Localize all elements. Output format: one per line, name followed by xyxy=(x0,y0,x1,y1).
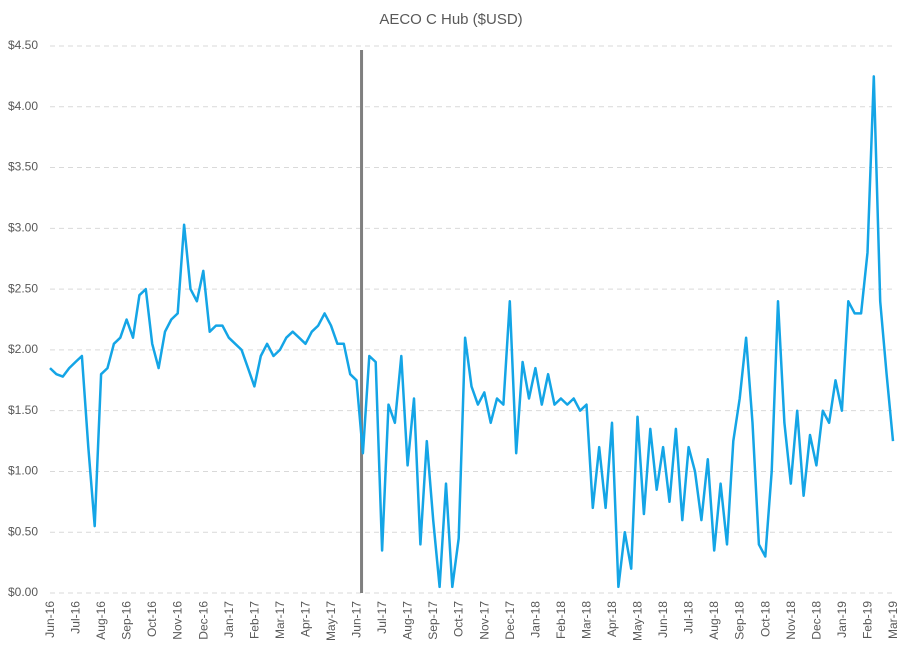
x-tick-label: Dec-18 xyxy=(809,601,823,640)
x-tick-label: Apr-18 xyxy=(605,601,619,637)
y-tick-label: $3.50 xyxy=(8,160,38,174)
y-tick-label: $1.00 xyxy=(8,464,38,478)
y-tick-label: $4.00 xyxy=(8,99,38,113)
x-tick-label: Jul-16 xyxy=(69,601,83,634)
y-tick-label: $0.00 xyxy=(8,585,38,599)
x-tick-label: Nov-17 xyxy=(477,601,491,640)
x-tick-label: May-17 xyxy=(324,601,338,641)
x-tick-label: Feb-19 xyxy=(860,601,874,639)
x-tick-label: Jun-16 xyxy=(43,601,57,638)
x-tick-label: Jul-17 xyxy=(375,601,389,634)
y-tick-label: $3.00 xyxy=(8,221,38,235)
x-tick-label: Jul-18 xyxy=(682,601,696,634)
x-tick-label: Dec-16 xyxy=(196,601,210,640)
x-tick-label: Mar-17 xyxy=(273,601,287,639)
y-tick-label: $2.00 xyxy=(8,342,38,356)
x-tick-label: Aug-17 xyxy=(401,601,415,640)
x-tick-label: Mar-19 xyxy=(886,601,900,639)
x-tick-label: Feb-18 xyxy=(554,601,568,639)
y-tick-label: $0.50 xyxy=(8,524,38,538)
x-tick-label: Nov-18 xyxy=(784,601,798,640)
x-tick-label: Oct-16 xyxy=(145,601,159,637)
x-tick-label: Aug-16 xyxy=(94,601,108,640)
y-tick-label: $4.50 xyxy=(8,38,38,52)
x-tick-label: Aug-18 xyxy=(707,601,721,640)
x-tick-label: Oct-18 xyxy=(758,601,772,637)
y-tick-label: $1.50 xyxy=(8,403,38,417)
x-tick-label: May-18 xyxy=(631,601,645,641)
x-tick-label: Feb-17 xyxy=(247,601,261,639)
chart-title: AECO C Hub ($USD) xyxy=(379,11,522,28)
x-tick-label: Jun-17 xyxy=(350,601,364,638)
x-tick-label: Sep-17 xyxy=(426,601,440,640)
x-tick-label: Oct-17 xyxy=(452,601,466,637)
x-tick-label: Mar-18 xyxy=(579,601,593,639)
y-tick-label: $2.50 xyxy=(8,281,38,295)
x-tick-label: Sep-16 xyxy=(120,601,134,640)
x-tick-label: Apr-17 xyxy=(298,601,312,637)
line-series xyxy=(49,75,895,589)
x-tick-label: Jan-17 xyxy=(222,601,236,638)
x-tick-label: Sep-18 xyxy=(733,601,747,640)
x-tick-label: Jun-18 xyxy=(656,601,670,638)
x-tick-label: Nov-16 xyxy=(171,601,185,640)
x-tick-label: Dec-17 xyxy=(503,601,517,640)
x-tick-label: Jan-18 xyxy=(528,601,542,638)
x-tick-label: Jan-19 xyxy=(835,601,849,638)
